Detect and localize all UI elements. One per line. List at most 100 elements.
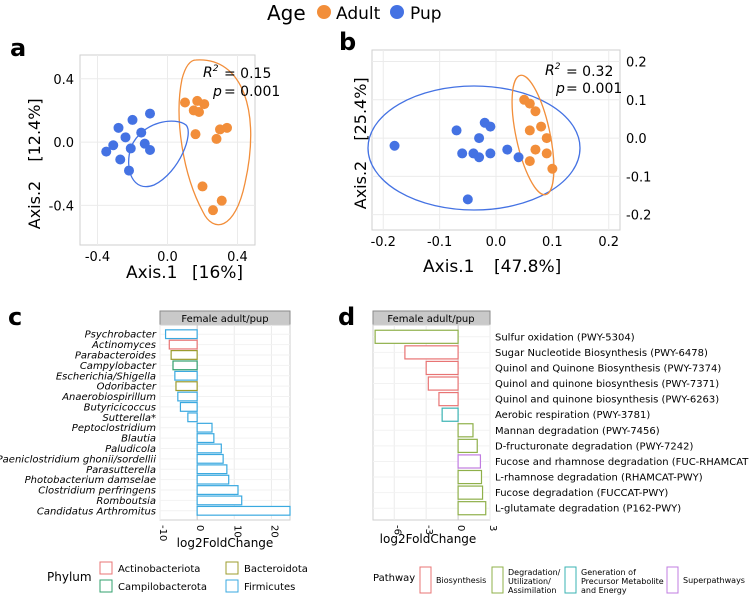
bar	[164, 329, 198, 340]
bar	[457, 469, 483, 485]
panel-label-c: c	[8, 303, 22, 331]
category-label: Anaerobiospirillum	[61, 392, 156, 403]
p-value-a: = 0.001	[224, 84, 280, 100]
category-label: Psychrobacter	[85, 330, 157, 341]
legend-degradation-label: Degradation/	[508, 568, 561, 577]
bar	[174, 370, 198, 381]
category-label: D-fructuronate degradation (PWY-7242)	[495, 441, 693, 452]
adult-ellipse-b	[511, 74, 555, 196]
bar	[457, 485, 484, 500]
category-label: Mannan degradation (PWY-7456)	[495, 426, 660, 437]
category-label: Clostridium perfringens	[38, 486, 156, 497]
category-label: Campylobacter	[80, 361, 157, 372]
pup-point	[101, 146, 112, 157]
legend-superpathways-label: Superpathways	[683, 576, 745, 585]
x-axis-pct-a: [16%]	[192, 263, 243, 283]
pup-point	[113, 122, 124, 133]
adult-ellipse-a	[178, 59, 252, 226]
category-label: Sutterella*	[102, 413, 156, 424]
x-axis-label-c: log2FoldChange	[177, 536, 274, 550]
category-label: Blautia	[121, 434, 156, 445]
pup-point	[127, 114, 138, 125]
y-axis-label-a: Axis.2	[25, 181, 44, 229]
category-label: Parabacteroides	[75, 350, 156, 361]
adult-point	[180, 97, 190, 108]
bar	[175, 381, 198, 392]
category-label: Peptoclostridium	[72, 423, 156, 434]
bar	[179, 401, 198, 412]
adult-point	[530, 106, 541, 117]
pup-point	[145, 108, 155, 119]
category-label: Paludicola	[105, 444, 156, 455]
strip-label-c: Female adult/pup	[181, 314, 268, 325]
bar	[425, 360, 459, 376]
x-tick-label: 0	[455, 525, 466, 531]
x-axis-pct-b: [47.8%]	[494, 257, 561, 277]
adult-point	[211, 133, 222, 144]
bar	[196, 422, 213, 433]
bar	[457, 501, 487, 516]
x-tick-label: -0.1	[427, 235, 452, 250]
category-label: Sulfur oxidation (PWY-5304)	[495, 332, 635, 343]
bar	[427, 376, 459, 391]
x-tick-label: 0.4	[227, 250, 248, 265]
legend-adult-marker	[317, 5, 331, 19]
pup-point	[115, 154, 126, 165]
bar	[168, 339, 198, 350]
category-label: Sugar Nucleotide Biosynthesis (PWY-6478)	[495, 348, 708, 359]
bar	[196, 443, 222, 454]
x-tick-label: -0.2	[371, 235, 396, 250]
pup-point	[108, 140, 119, 151]
legend-biosynthesis-label: Biosynthesis	[436, 576, 486, 585]
pup-point	[451, 125, 462, 136]
adult-point	[199, 99, 210, 110]
legend-generation-label: Precursor Metabolite	[581, 577, 664, 586]
legend-degradation-label: Assimilation	[508, 586, 557, 595]
y-tick-label: 0.2	[626, 55, 647, 70]
legend-adult-label: Adult	[336, 4, 381, 24]
legend-degradation-key	[491, 566, 504, 594]
category-label: Quinol and quinone biosynthesis (PWY-626…	[495, 395, 719, 406]
adult-point	[190, 129, 201, 140]
bar	[177, 391, 198, 402]
p-label-b: p	[555, 81, 565, 97]
x-tick-label: -10	[157, 525, 168, 541]
legend-generation-key	[564, 566, 577, 594]
pup-point	[389, 140, 400, 151]
bar	[170, 350, 198, 360]
category-label: Fucose and rhamnose degradation (FUC-RHA…	[495, 457, 749, 468]
bar	[457, 438, 478, 454]
y-axis-label-b: Axis.2	[351, 161, 370, 209]
pathway-legend-title: Pathway	[373, 573, 415, 584]
adult-point	[541, 133, 552, 144]
p-label-a: p	[212, 84, 222, 100]
panel-b: -0.2 -0.1 0.0 0.1 0.20.20.10.0-0.1-0.2 R2 = …	[351, 49, 651, 277]
legend-generation-label: Generation of	[581, 568, 636, 577]
x-tick-label: 0.1	[542, 235, 563, 250]
panel-c: Female adult/pup -10 0 10 20PsychrobacterAc…	[0, 310, 308, 593]
y-axis-pct-b: [25.4%]	[351, 77, 370, 140]
y-tick-label: -0.1	[626, 170, 651, 185]
legend-title: Age	[267, 1, 306, 25]
bar	[196, 495, 243, 506]
category-label: Romboutsia	[96, 496, 156, 507]
pup-ellipse-b	[367, 85, 581, 211]
legend-superpathways-key	[666, 566, 679, 594]
bar	[196, 485, 239, 495]
pup-point	[474, 152, 485, 163]
adult-point	[541, 148, 552, 159]
bar	[196, 453, 224, 464]
panel-label-d: d	[338, 303, 355, 331]
adult-point	[208, 205, 218, 216]
x-axis-label-b: Axis.1	[423, 257, 475, 277]
bar	[196, 433, 215, 444]
category-label: Quinol and quinone biosynthesis (PWY-737…	[495, 379, 719, 390]
pup-point	[462, 194, 473, 205]
y-tick-label: -0.4	[49, 199, 74, 214]
r2-value-a: = 0.15	[224, 66, 271, 82]
y-tick-label: 0.4	[53, 73, 74, 88]
category-label: Escherichia/Shigella	[56, 371, 156, 382]
legend-campilobacterota-label: Campilobacterota	[118, 582, 207, 593]
bar	[438, 391, 459, 407]
y-tick-label: 0.0	[53, 136, 74, 151]
